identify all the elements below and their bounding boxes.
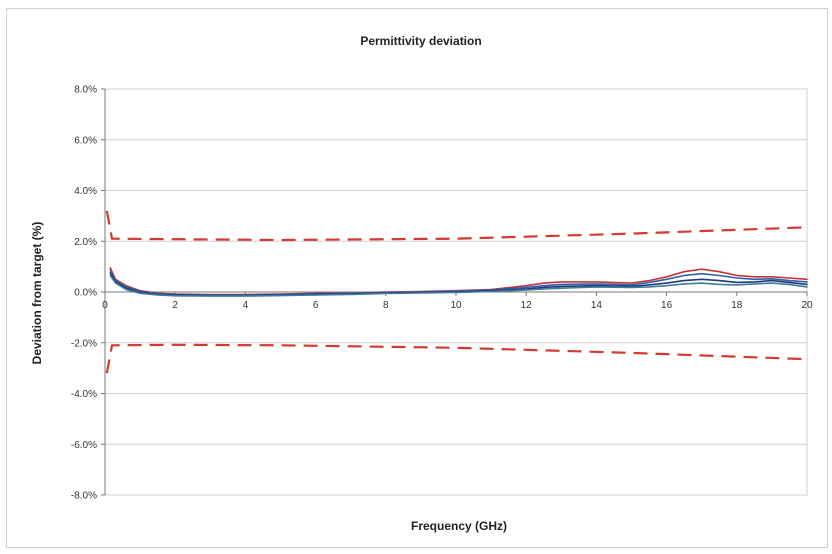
line-chart: Permittivity deviation -8.0% -6.0% -4.0% -2… bbox=[30, 34, 813, 533]
x-tick-label: 20 bbox=[801, 300, 813, 311]
x-tick-label: 16 bbox=[661, 300, 673, 311]
x-tick-label: 4 bbox=[243, 300, 249, 311]
y-axis-label: Deviation from target (%) bbox=[30, 222, 44, 365]
limit-line bbox=[105, 343, 808, 374]
x-tick-label: 14 bbox=[591, 300, 603, 311]
x-tick-label: 10 bbox=[450, 300, 462, 311]
x-tick-label: 18 bbox=[731, 300, 743, 311]
y-tick-label: 2.0% bbox=[74, 237, 97, 248]
series-lines bbox=[105, 210, 808, 374]
series-line bbox=[109, 274, 808, 297]
chart-frame: Permittivity deviation -8.0% -6.0% -4.0% -2… bbox=[6, 8, 828, 548]
x-tick-label: 8 bbox=[383, 300, 389, 311]
y-tick-label: 8.0% bbox=[74, 85, 97, 96]
y-tick-label: 4.0% bbox=[74, 186, 97, 197]
x-tick-label: 0 bbox=[102, 300, 108, 311]
y-tick-label: -8.0% bbox=[71, 491, 97, 502]
x-axis-label: Frequency (GHz) bbox=[411, 519, 507, 533]
y-tick-label: 6.0% bbox=[74, 135, 97, 146]
y-tick-label: -4.0% bbox=[71, 389, 97, 400]
y-tick-label: -6.0% bbox=[71, 440, 97, 451]
x-tick-label: 6 bbox=[313, 300, 319, 311]
gridlines bbox=[105, 88, 807, 496]
y-tick-label: 0.0% bbox=[74, 288, 97, 299]
limit-line bbox=[105, 210, 808, 242]
chart-title: Permittivity deviation bbox=[360, 34, 481, 48]
x-tick-label: 12 bbox=[521, 300, 533, 311]
y-tick-label: -2.0% bbox=[71, 338, 97, 349]
x-tick-label: 2 bbox=[172, 300, 178, 311]
tick-labels: -8.0% -6.0% -4.0% -2.0% 0.0% 2.0% 4.0% 6.0% 8.0%… bbox=[71, 85, 813, 502]
